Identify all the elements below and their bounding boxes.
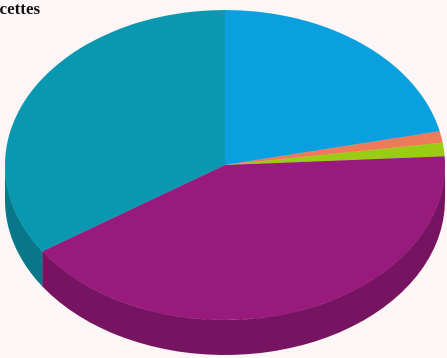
pie-slice-2 [225,142,445,165]
pie-slice-1 [225,131,443,165]
pie-side-3 [42,165,446,355]
pie-side-4 [5,165,43,287]
pie-slice-4 [4,10,225,252]
pie-slice-3 [42,156,446,321]
chart-title: ecettes [0,0,41,18]
pie-slice-0 [225,10,440,165]
pie-sides [5,165,446,355]
pie-tops [4,10,446,321]
